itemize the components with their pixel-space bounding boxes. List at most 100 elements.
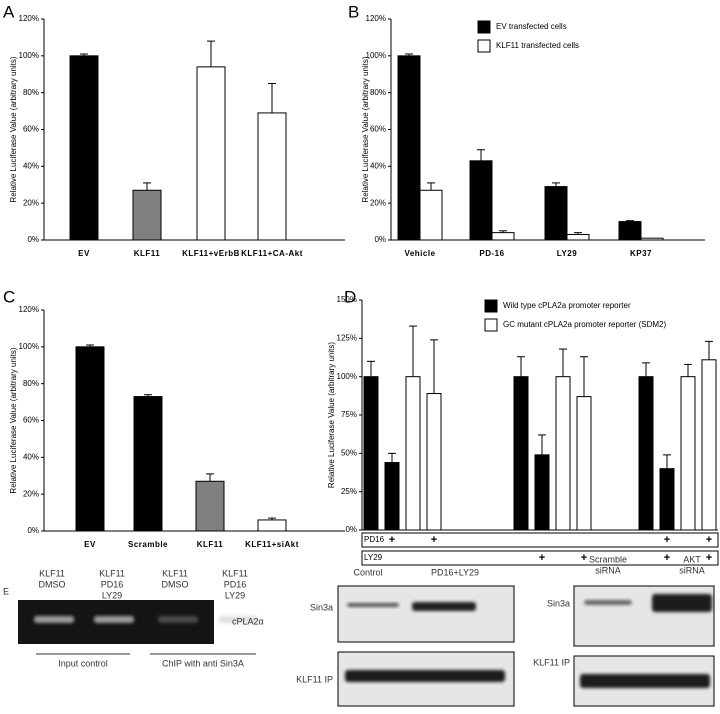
group-label: Input control <box>58 658 108 668</box>
y-tick-label: 100% <box>337 372 357 381</box>
lane-label: PD16 <box>224 579 247 589</box>
bar <box>132 189 162 241</box>
y-tick-label: 0% <box>345 525 357 534</box>
lane-label: KLF11 <box>39 568 65 578</box>
treatment-mark: + <box>581 552 587 564</box>
x-tick-label: KLF11+CA-Akt <box>241 249 303 258</box>
x-tick-label: Vehicle <box>404 249 435 258</box>
lane-label: siRNA <box>595 565 621 575</box>
bar <box>257 112 287 241</box>
bar <box>133 396 163 532</box>
bar <box>363 376 379 531</box>
treatment-mark: + <box>706 552 712 564</box>
bar <box>544 186 568 241</box>
bar <box>640 237 664 241</box>
bar <box>196 66 226 241</box>
lane-label: DMSO <box>162 579 189 589</box>
y-tick-label: 60% <box>370 125 386 134</box>
lane-label: KLF11 <box>222 568 248 578</box>
legend-swatch <box>477 39 491 53</box>
bar <box>195 480 225 532</box>
y-tick-label: 20% <box>23 489 39 498</box>
bar <box>638 376 654 531</box>
y-axis-label: Relative Luciferase Value (arbitrary uni… <box>361 56 370 202</box>
y-tick-label: 0% <box>27 235 39 244</box>
bar <box>405 376 421 531</box>
band <box>412 602 476 611</box>
band <box>218 616 258 623</box>
bar <box>534 454 550 531</box>
bar <box>576 396 592 531</box>
treatment-name: LY29 <box>364 553 383 562</box>
legend-label: GC mutant cPLA2a promoter reporter (SDM2… <box>503 320 667 329</box>
x-tick-label: KLF11+siAkt <box>245 540 299 549</box>
y-axis-label: Relative Luciferase Value (arbitrary uni… <box>9 347 18 493</box>
band <box>652 594 712 612</box>
y-tick-label: 120% <box>366 14 386 23</box>
treatment-name: PD16 <box>364 535 385 544</box>
y-axis-label: Relative Luciferase Value (arbitrary uni… <box>327 342 336 488</box>
x-tick-label: Scramble <box>128 540 168 549</box>
lane-label: AKT <box>683 554 701 564</box>
lane-label: Scramble <box>589 554 627 564</box>
bar <box>397 55 421 241</box>
bar <box>384 462 400 531</box>
band <box>580 674 710 688</box>
lane-label: LY29 <box>102 590 122 600</box>
y-tick-label: 80% <box>23 88 39 97</box>
bar <box>75 346 105 532</box>
row-label: KLF11 IP <box>533 657 570 667</box>
legend-swatch <box>484 318 498 332</box>
band <box>158 616 198 623</box>
y-tick-label: 120% <box>19 14 39 23</box>
panel-label: C <box>3 287 15 306</box>
y-axis-label: Relative Luciferase Value (arbitrary uni… <box>9 56 18 202</box>
band <box>584 600 632 605</box>
x-tick-label: LY29 <box>557 249 577 258</box>
bar <box>257 519 287 532</box>
treatment-mark: + <box>539 552 545 564</box>
y-tick-label: 40% <box>23 161 39 170</box>
y-tick-label: 60% <box>23 416 39 425</box>
lane-label: KLF11 <box>99 568 125 578</box>
x-tick-label: KLF11 <box>134 249 161 258</box>
y-tick-label: 100% <box>19 51 39 60</box>
y-tick-label: 80% <box>23 379 39 388</box>
y-tick-label: 150% <box>337 295 357 304</box>
y-tick-label: 40% <box>370 161 386 170</box>
band <box>345 670 505 682</box>
lane-label: LY29 <box>225 590 245 600</box>
y-tick-label: 0% <box>27 526 39 535</box>
lane-label: KLF11 <box>162 568 188 578</box>
legend-swatch <box>477 20 491 34</box>
bar <box>426 393 442 531</box>
legend-swatch <box>484 299 498 313</box>
panel-label: B <box>348 2 359 21</box>
band <box>347 603 399 607</box>
bar <box>659 468 675 531</box>
bar <box>701 359 717 531</box>
legend-label: KLF11 transfected cells <box>496 41 579 50</box>
bar <box>513 376 529 531</box>
treatment-mark: + <box>706 534 712 546</box>
bar <box>491 232 515 241</box>
y-tick-label: 40% <box>23 452 39 461</box>
bar <box>469 160 493 241</box>
y-tick-label: 100% <box>19 342 39 351</box>
legend-label: EV transfected cells <box>496 22 567 31</box>
y-tick-label: 100% <box>366 51 386 60</box>
bar <box>618 221 642 241</box>
panel-label: D <box>344 287 356 306</box>
lane-label: PD16+LY29 <box>431 567 479 577</box>
y-tick-label: 20% <box>23 198 39 207</box>
treatment-mark: + <box>664 534 670 546</box>
bar <box>555 376 571 531</box>
x-tick-label: KLF11 <box>197 540 224 549</box>
bar <box>566 233 590 241</box>
band <box>94 616 134 623</box>
y-tick-label: 25% <box>341 487 357 496</box>
x-tick-label: KLF11+vErbB <box>182 249 240 258</box>
y-tick-label: 80% <box>370 88 386 97</box>
row-label: KLF11 IP <box>296 674 333 684</box>
